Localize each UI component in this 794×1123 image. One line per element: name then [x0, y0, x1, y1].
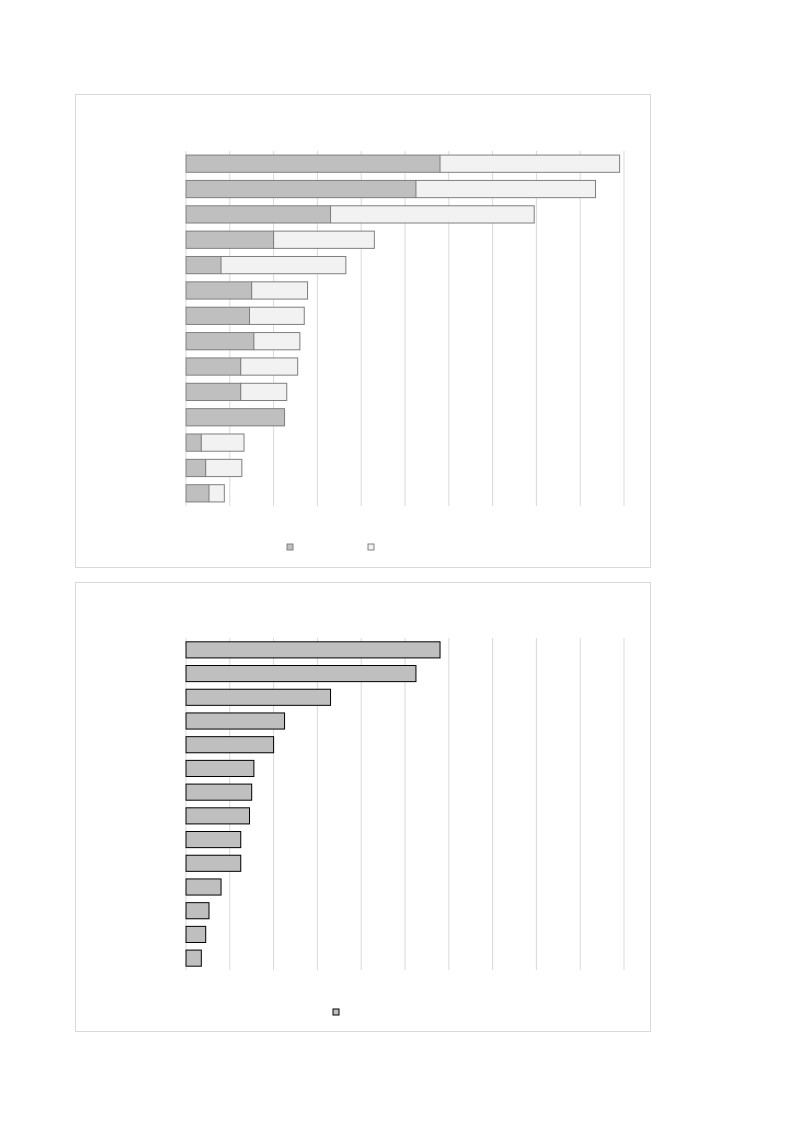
bar-series1-cat9 — [185, 357, 242, 376]
bar-series2-cat1 — [439, 154, 621, 173]
bar-series2-cat5 — [220, 255, 347, 275]
bar-series1-cat8 — [185, 807, 251, 825]
legend-marker-series2 — [367, 543, 375, 551]
bar-series2-cat2 — [415, 179, 597, 199]
bar-series2-cat10 — [240, 382, 288, 402]
bar-series1-cat10 — [185, 382, 242, 402]
bar-series1-cat2 — [185, 665, 417, 683]
bar-series1-cat7 — [185, 783, 253, 801]
bar-series1-cat7 — [185, 306, 251, 325]
bar-series2-cat13 — [205, 458, 243, 478]
bar-series2-cat12 — [200, 433, 245, 452]
bar-series1-cat5 — [185, 736, 275, 754]
bar-series2-cat3 — [330, 205, 535, 224]
bar-series1-cat12 — [185, 433, 202, 452]
bar-series1-cat11 — [185, 408, 286, 427]
bar-series1-cat8 — [185, 332, 255, 351]
chart-panel-stacked — [75, 94, 651, 568]
bar-series1-cat13 — [185, 458, 207, 478]
legend-marker-series1 — [332, 1008, 340, 1016]
stacked-bar-chart — [185, 151, 625, 551]
bar-series1-cat2 — [185, 179, 417, 199]
bar-series2-cat4 — [273, 230, 375, 249]
bar-series1-cat3 — [185, 688, 332, 706]
bar-series1-cat1 — [185, 641, 441, 659]
bar-series1-cat5 — [185, 255, 222, 275]
bar-series1-cat11 — [185, 878, 222, 896]
bar-series1-cat4 — [185, 712, 286, 730]
bar-series1-cat14 — [185, 949, 202, 967]
bar-series2-cat7 — [249, 306, 305, 325]
legend-marker-series1 — [286, 543, 294, 551]
bar-series2-cat8 — [253, 332, 301, 351]
bar-series1-cat6 — [185, 759, 255, 777]
bar-series1-cat4 — [185, 230, 275, 249]
bar-series1-cat1 — [185, 154, 441, 173]
bar-series1-cat14 — [185, 484, 210, 503]
bar-series2-cat9 — [240, 357, 299, 376]
bar-series1-cat12 — [185, 902, 210, 920]
single-bar-chart — [185, 638, 625, 1016]
bar-series2-cat14 — [208, 484, 225, 503]
bar-series1-cat9 — [185, 831, 242, 849]
bar-series1-cat6 — [185, 281, 253, 300]
bar-series1-cat10 — [185, 854, 242, 872]
chart-panel-single — [75, 582, 651, 1032]
bar-series1-cat13 — [185, 925, 207, 943]
bar-series2-cat6 — [251, 281, 309, 300]
bar-series1-cat3 — [185, 205, 332, 224]
